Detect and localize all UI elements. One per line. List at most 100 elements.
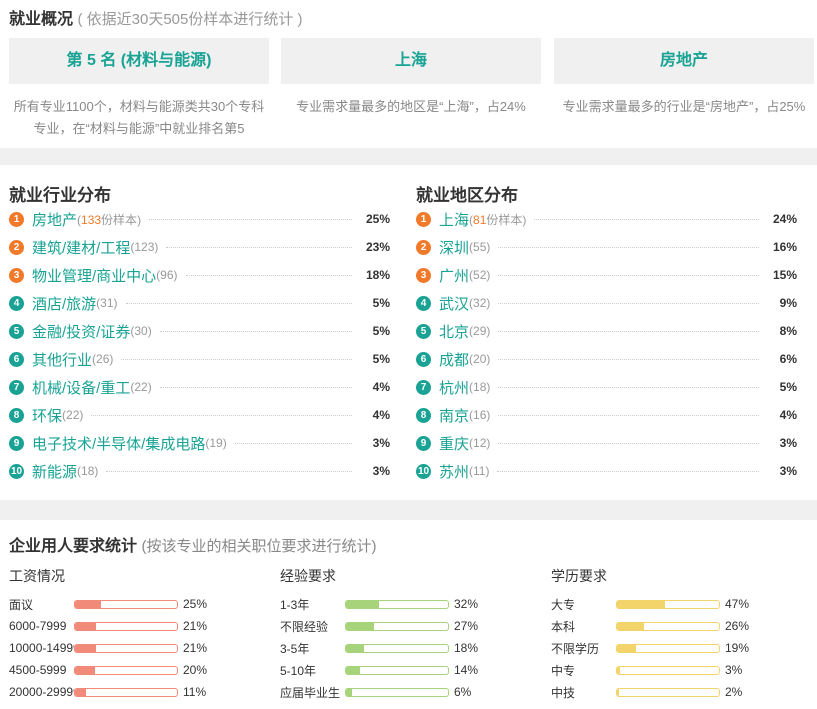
percentage: 3%: [372, 436, 390, 450]
sample-count: (96): [156, 268, 178, 282]
progress-bar-fill: [346, 644, 365, 652]
region-name[interactable]: 南京: [439, 407, 470, 425]
progress-bar-fill: [75, 644, 97, 652]
region-name[interactable]: 重庆: [439, 435, 470, 453]
sample-count-value: 30: [134, 324, 148, 338]
region-row[interactable]: 10 苏州 (11) 3%: [416, 457, 797, 485]
region-name[interactable]: 北京: [439, 323, 470, 341]
rank-badge: 8: [9, 407, 24, 423]
industry-row[interactable]: 10 新能源 (18) 3%: [9, 457, 390, 485]
requirement-heading: 工资情况: [9, 568, 65, 584]
section-divider: [0, 148, 817, 165]
industry-name[interactable]: 其他行业: [32, 351, 93, 369]
sample-count: (52): [469, 268, 491, 282]
dotted-leader: [498, 442, 759, 444]
progress-bar-fill: [75, 600, 101, 608]
region-row[interactable]: 2 深圳 (55) 16%: [416, 233, 797, 261]
industry-name[interactable]: 金融/投资/证券: [32, 323, 131, 341]
sample-count: (30): [130, 324, 152, 338]
industry-name[interactable]: 机械/设备/重工: [32, 379, 131, 397]
region-title: 就业地区分布: [416, 186, 518, 205]
region-row[interactable]: 9 重庆 (12) 3%: [416, 429, 797, 457]
requirement-label: 面议: [9, 597, 34, 612]
percentage: 5%: [779, 380, 797, 394]
region-name[interactable]: 上海: [439, 211, 470, 229]
region-row[interactable]: 6 成都 (20) 6%: [416, 345, 797, 373]
region-name[interactable]: 深圳: [439, 239, 470, 257]
progress-bar: [616, 599, 720, 609]
sample-count-value: 18: [473, 380, 487, 394]
percentage: 15%: [772, 268, 797, 282]
requirement-row: 不限学历 19%: [551, 637, 749, 659]
industry-row[interactable]: 1 房地产 (133份样本) 25%: [9, 205, 390, 233]
industry-name[interactable]: 电子技术/半导体/集成电路: [32, 435, 206, 453]
region-name[interactable]: 武汉: [439, 295, 470, 313]
progress-bar-fill: [617, 622, 644, 630]
sample-count-value: 26: [96, 352, 110, 366]
requirement-row: 面议 25%: [9, 593, 207, 615]
sample-count: (32): [469, 296, 491, 310]
industry-row[interactable]: 7 机械/设备/重工 (22) 4%: [9, 373, 390, 401]
sample-count: (123): [130, 240, 159, 254]
requirement-row: 3-5年 18%: [280, 637, 478, 659]
region-row[interactable]: 8 南京 (16) 4%: [416, 401, 797, 429]
experience-column: 经验要求 1-3年 32% 不限经验 27% 3-5年 18% 5-10年 14% 应届毕业生 6%: [280, 566, 478, 703]
requirement-percentage: 26%: [725, 619, 750, 633]
industry-name[interactable]: 房地产: [32, 211, 78, 229]
region-row[interactable]: 3 广州 (52) 15%: [416, 261, 797, 289]
sample-count-value: 31: [100, 296, 114, 310]
requirement-row: 不限经验 27%: [280, 615, 478, 637]
requirements-section: 企业用人要求统计 (按该专业的相关职位要求进行统计) 工资情况 面议 25% 6000…: [0, 520, 817, 709]
percentage: 4%: [372, 380, 390, 394]
requirement-percentage: 11%: [183, 685, 207, 699]
region-name[interactable]: 成都: [439, 351, 470, 369]
region-row[interactable]: 5 北京 (29) 8%: [416, 317, 797, 345]
sample-count: (133份样本): [77, 212, 142, 227]
progress-bar-fill: [346, 600, 379, 608]
industry-row[interactable]: 9 电子技术/半导体/集成电路 (19) 3%: [9, 429, 390, 457]
sample-count: (18): [77, 464, 99, 478]
requirement-percentage: 32%: [454, 597, 479, 611]
section-divider: [0, 500, 817, 520]
rank-badge: 7: [416, 379, 431, 395]
industry-name[interactable]: 环保: [32, 407, 63, 425]
dotted-leader: [234, 442, 352, 444]
industry-row[interactable]: 6 其他行业 (26) 5%: [9, 345, 390, 373]
rank-badge: 5: [416, 323, 431, 339]
rank-badge: 1: [9, 211, 24, 227]
rank-badge: 10: [9, 463, 24, 479]
requirement-label: 应届毕业生: [280, 685, 341, 700]
requirements-subtitle: (按该专业的相关职位要求进行统计): [141, 538, 377, 555]
requirement-row: 应届毕业生 6%: [280, 681, 478, 703]
industry-row[interactable]: 3 物业管理/商业中心 (96) 18%: [9, 261, 390, 289]
dotted-leader: [498, 246, 759, 248]
industry-row[interactable]: 5 金融/投资/证券 (30) 5%: [9, 317, 390, 345]
industry-name[interactable]: 酒店/旅游: [32, 295, 97, 313]
industry-name[interactable]: 物业管理/商业中心: [32, 267, 157, 285]
industry-row[interactable]: 2 建筑/建材/工程 (123) 23%: [9, 233, 390, 261]
region-row[interactable]: 7 杭州 (18) 5%: [416, 373, 797, 401]
rank-badge: 2: [9, 239, 24, 255]
requirement-label: 不限经验: [280, 619, 329, 634]
percentage: 16%: [772, 240, 797, 254]
sample-count: (11): [469, 464, 490, 478]
industry-row[interactable]: 8 环保 (22) 4%: [9, 401, 390, 429]
region-row[interactable]: 4 武汉 (32) 9%: [416, 289, 797, 317]
industry-name[interactable]: 新能源: [32, 463, 78, 481]
industry-row[interactable]: 4 酒店/旅游 (31) 5%: [9, 289, 390, 317]
region-row[interactable]: 1 上海 (81份样本) 24%: [416, 205, 797, 233]
distribution-section: 就业行业分布 就业地区分布 1 房地产 (133份样本) 25% 2 建筑/建材/工程 (1…: [0, 165, 817, 500]
dotted-leader: [106, 470, 352, 472]
region-name[interactable]: 苏州: [439, 463, 470, 481]
percentage: 3%: [779, 436, 797, 450]
rank-badge: 3: [9, 267, 24, 283]
progress-bar: [345, 665, 449, 675]
progress-bar-fill: [617, 644, 637, 652]
sample-count-value: 12: [473, 436, 487, 450]
region-name[interactable]: 广州: [439, 267, 470, 285]
percentage: 3%: [372, 464, 390, 478]
requirement-label: 不限学历: [551, 641, 600, 656]
industry-name[interactable]: 建筑/建材/工程: [32, 239, 131, 257]
region-name[interactable]: 杭州: [439, 379, 470, 397]
sample-count-value: 55: [473, 240, 487, 254]
